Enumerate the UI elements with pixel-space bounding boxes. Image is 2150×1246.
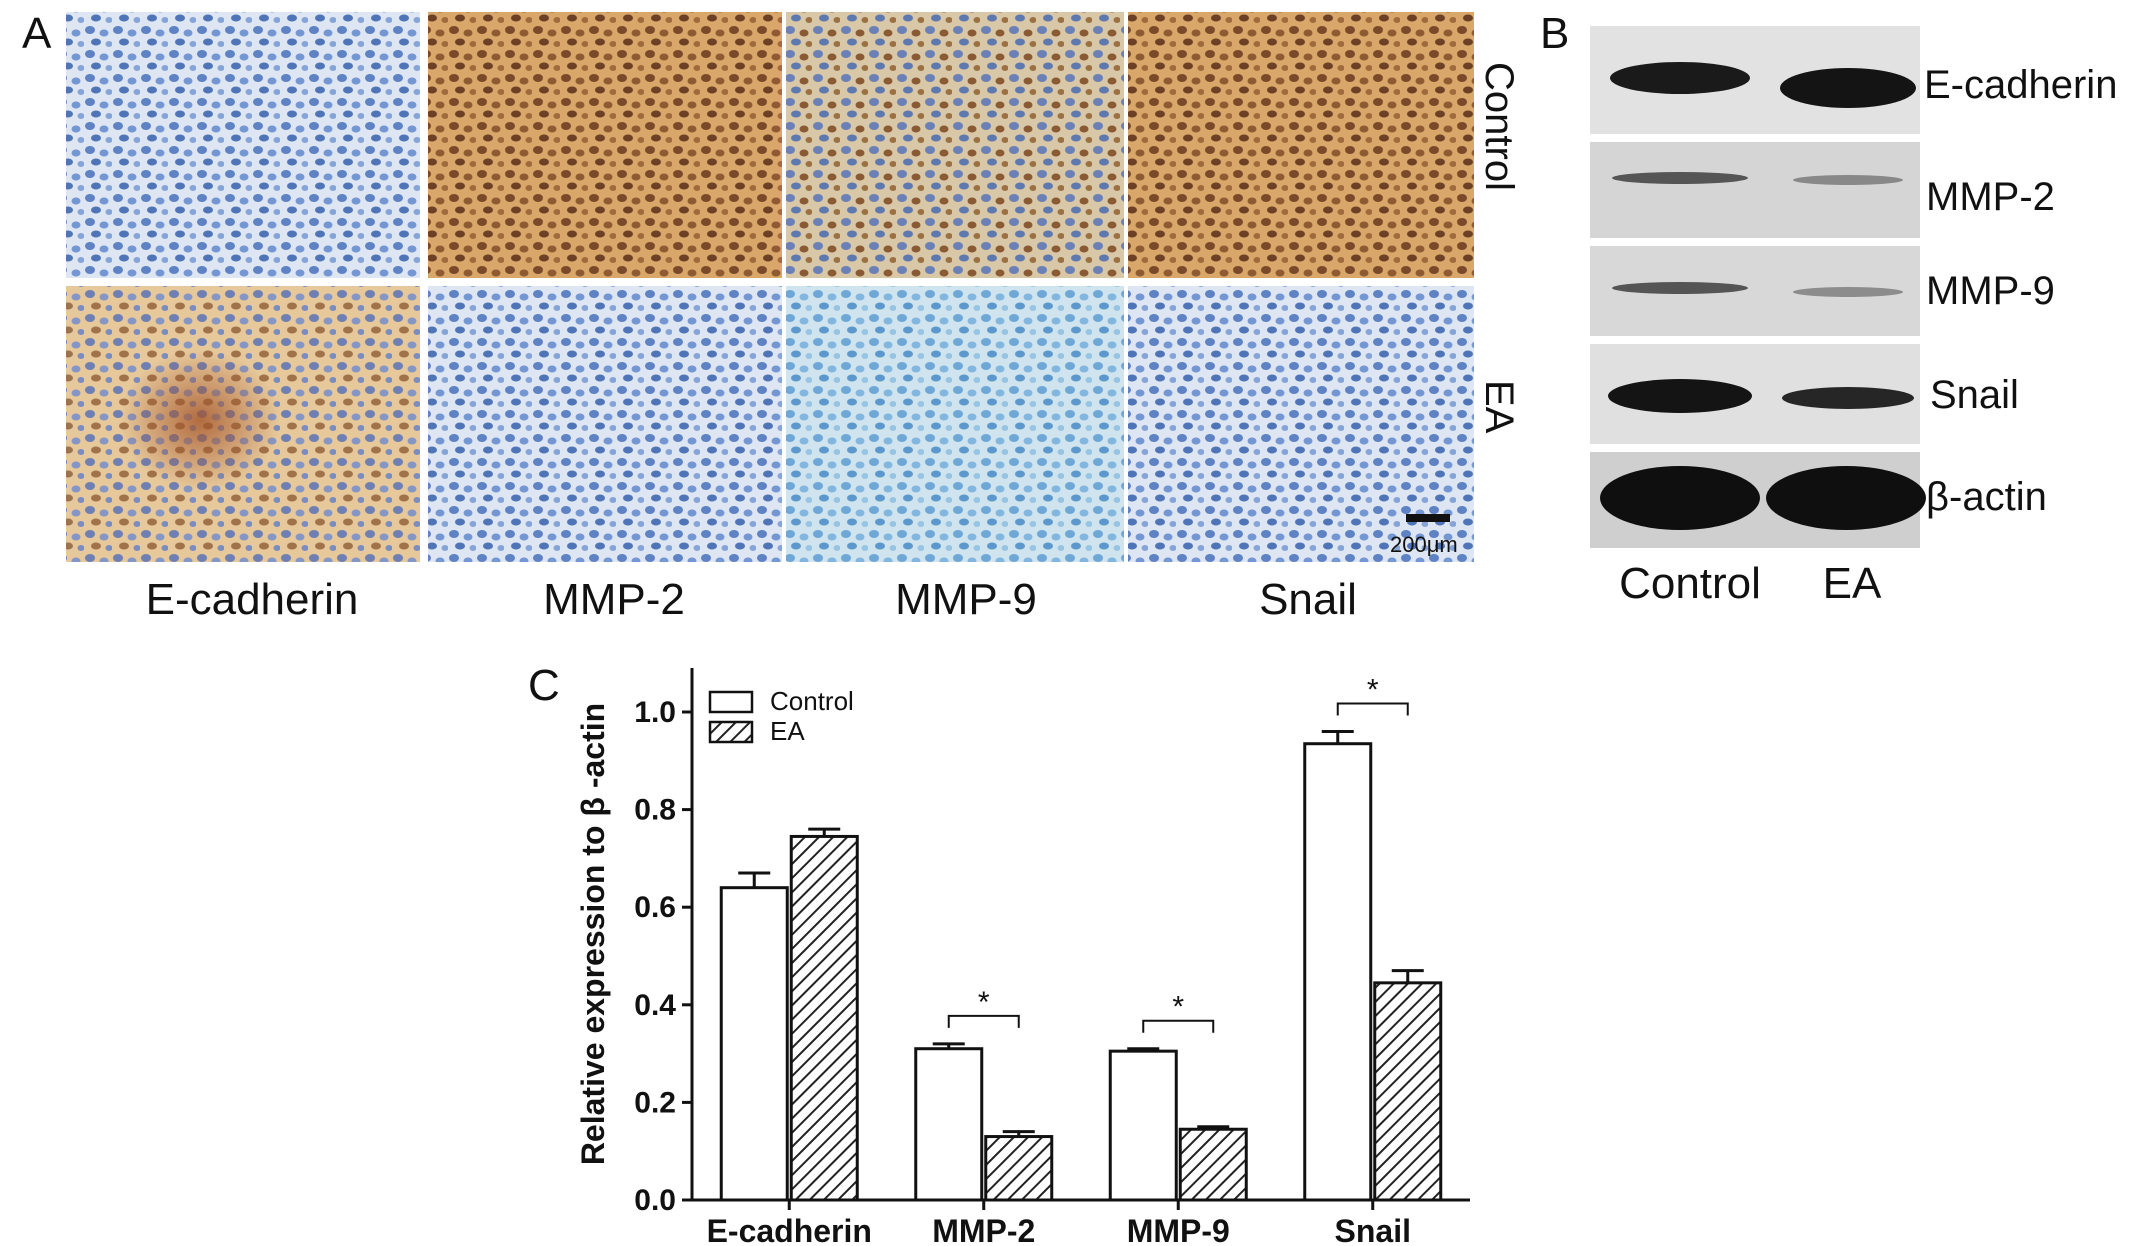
ihc-ea-mmp9 (786, 286, 1124, 562)
blot-strip-mmp2 (1590, 142, 1920, 238)
ihc-ea-ecadherin-stain (120, 350, 280, 490)
panel-c-letter: C (528, 661, 560, 710)
y-tick-label: 1.0 (634, 696, 676, 729)
significance-bracket (947, 1014, 1020, 1028)
panel-a-letter: A (22, 9, 52, 58)
ihc-control-snail (1128, 12, 1474, 278)
blot-band-snail-control (1608, 379, 1752, 413)
panel-b-letter: B (1540, 9, 1569, 58)
x-tick-label: E-cadherin (707, 1213, 872, 1246)
scale-bar-label: 200μm (1390, 532, 1458, 557)
blot-label-bactin: β-actin (1926, 475, 2047, 519)
legend-label-control: Control (770, 686, 854, 716)
bar-ea (984, 1135, 1054, 1202)
ihc-control-mmp2 (428, 12, 782, 278)
x-tick-label: MMP-9 (1127, 1213, 1230, 1246)
y-axis-label: Relative expression to β -actin (575, 703, 611, 1165)
blot-label-snail: Snail (1930, 373, 2019, 417)
blot-label-ecadherin: E-cadherin (1924, 63, 2117, 107)
row-label-ea: EA (1477, 380, 1521, 434)
column-label-mmp2: MMP-2 (543, 575, 685, 624)
bar-control (1108, 1049, 1178, 1202)
row-label-control: Control (1477, 62, 1521, 191)
x-tick-label: Snail (1335, 1213, 1411, 1246)
bar-ea (1373, 981, 1443, 1202)
ihc-control-ecadherin (66, 12, 420, 278)
blot-band-bactin-ea (1766, 466, 1926, 530)
blot-band-bactin-control (1600, 466, 1760, 530)
y-tick-label: 0.6 (634, 891, 676, 924)
blot-band-mmp2-control (1612, 172, 1748, 184)
column-label-mmp9: MMP-9 (895, 575, 1037, 624)
significance-bracket (1336, 702, 1409, 716)
ihc-image-grid: 200μm (66, 12, 1474, 562)
significance-star: * (1172, 991, 1184, 1024)
blot-band-mmp2-ea (1793, 175, 1903, 185)
bar-control (719, 886, 789, 1202)
y-tick-label: 0.0 (634, 1184, 676, 1217)
scale-bar (1406, 514, 1450, 522)
legend-label-ea: EA (770, 716, 805, 746)
significance-bracket (1142, 1019, 1215, 1033)
ihc-control-mmp9 (786, 12, 1124, 278)
lane-label-ea: EA (1823, 559, 1882, 608)
bar-ea (789, 834, 859, 1202)
x-tick-label: MMP-2 (932, 1213, 1035, 1246)
column-label-ecadherin: E-cadherin (146, 575, 359, 624)
blot-band-ecadherin-control (1610, 62, 1750, 94)
y-tick-label: 0.4 (634, 989, 676, 1022)
bar-control (1303, 742, 1373, 1202)
bar-ea (1178, 1127, 1248, 1202)
column-label-snail: Snail (1259, 575, 1357, 624)
blot-band-mmp9-ea (1793, 287, 1903, 297)
western-blot (1590, 26, 1926, 548)
y-tick-label: 0.8 (634, 794, 676, 827)
ihc-ea-mmp2 (428, 286, 782, 562)
blot-label-mmp2: MMP-2 (1926, 175, 2055, 219)
blot-band-snail-ea (1782, 387, 1914, 409)
blot-band-mmp9-control (1612, 282, 1748, 294)
significance-star: * (978, 986, 990, 1019)
legend-swatch-control (708, 690, 754, 714)
legend-swatch-ea (708, 720, 754, 744)
blot-label-mmp9: MMP-9 (1926, 269, 2055, 313)
significance-star: * (1367, 674, 1379, 707)
bar-control (914, 1047, 984, 1202)
lane-label-control: Control (1619, 559, 1761, 608)
bar-chart: 0.0 0.2 0.4 0.6 0.8 1.0 Relative expression to… (575, 668, 1470, 1246)
y-tick-label: 0.2 (634, 1086, 676, 1119)
blot-band-ecadherin-ea (1780, 68, 1916, 108)
